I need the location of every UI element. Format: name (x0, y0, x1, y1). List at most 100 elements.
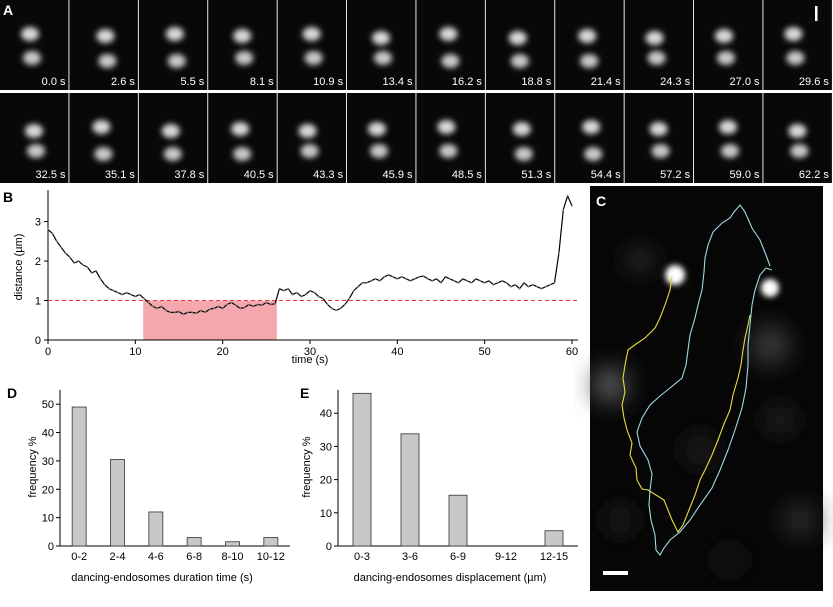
endosome-spot (514, 147, 533, 161)
x-tick-label: 60 (566, 346, 578, 358)
distance-point (405, 277, 407, 280)
bar (544, 530, 564, 547)
endosome-spot (721, 144, 739, 158)
y-tick-label: 0 (35, 335, 41, 347)
distance-point (330, 307, 333, 310)
endosome-spot (167, 54, 186, 68)
panel-e-label: E (300, 385, 309, 401)
x-tick-label: 10-12 (257, 551, 285, 563)
x-tick-label: 0 (45, 346, 51, 358)
endosome-spot (298, 124, 317, 138)
displacement-plot: 0 10 20 30 40 0-3 3-6 6-9 9-12 12-15 (320, 390, 578, 563)
distance-point (431, 279, 434, 282)
frame-tile: 10.9 s (277, 0, 347, 90)
distance-point (64, 252, 67, 255)
frame-background (277, 93, 347, 183)
x-tick-label: 20 (217, 346, 229, 358)
bar (352, 392, 372, 547)
distance-point (348, 297, 351, 300)
distance-point (252, 305, 255, 308)
endosome-spot (790, 144, 809, 158)
fluorescence-blob (761, 279, 779, 297)
frame-background (624, 93, 694, 183)
x-tick-label: 8-10 (221, 551, 243, 563)
distance-point (95, 270, 97, 272)
distance-point (422, 275, 425, 277)
distance-point (213, 307, 215, 310)
frame-time-label: 8.1 s (250, 76, 274, 88)
distance-point (361, 281, 364, 284)
distance-point (466, 279, 469, 282)
panel-a-timelapse: 0.0 s 2.6 s 5.5 s 8.1 s 10.9 s 13.4 s 16.2 s 18… (0, 0, 832, 183)
bar (448, 494, 468, 547)
distance-point (501, 279, 504, 282)
bar (400, 433, 420, 547)
distance-point (121, 293, 124, 296)
frame-tile: 5.5 s (138, 0, 208, 90)
frame-tile: 0.0 s (0, 0, 69, 90)
frame-background (694, 93, 763, 183)
distance-point (396, 277, 399, 280)
fluorescence-blob (626, 246, 654, 274)
distance-point (365, 281, 368, 284)
endosome-spot (584, 147, 603, 161)
endosome-spot (235, 51, 254, 65)
distance-point (55, 240, 58, 243)
frame-tile: 24.3 s (624, 0, 694, 90)
distance-point (509, 285, 512, 288)
fluorescence-blob (750, 325, 790, 365)
distance-point (483, 281, 486, 284)
endosome-spot (580, 54, 599, 68)
distance-point (461, 277, 464, 280)
endosome-spot (165, 27, 184, 41)
frame-time-label: 51.3 s (521, 169, 551, 181)
frames-row-2: 32.5 s 35.1 s 37.8 s 40.5 s 43.3 s 45.9 s 48.5… (0, 93, 832, 183)
fluorescence-blob (684, 434, 716, 466)
distance-point (243, 306, 246, 309)
frame-tile: 40.5 s (208, 93, 277, 183)
distance-x-axis-label: time (s) (292, 354, 329, 366)
distance-point (518, 287, 521, 290)
distance-point (304, 293, 307, 296)
distance-point (68, 256, 71, 259)
endosome-spot (98, 54, 117, 68)
endosome-spot (649, 122, 668, 136)
endosome-spot (25, 124, 43, 138)
distance-point (409, 279, 412, 282)
x-tick-label: 6-8 (186, 551, 202, 563)
distance-point (544, 285, 547, 288)
y-tick-label: 0 (326, 541, 332, 553)
frame-tile: 35.1 s (69, 93, 138, 183)
distance-point (108, 287, 111, 290)
y-tick-label: 50 (42, 399, 54, 411)
frame-tile: 62.2 s (763, 93, 832, 183)
endosome-spot (370, 144, 388, 158)
distance-point (527, 285, 530, 288)
frame-background (138, 0, 208, 90)
distance-point (531, 283, 534, 286)
panel-e-displacement-histogram: E 0 10 20 30 40 0-3 3-6 6-9 9-12 12-15 dancing-en… (300, 385, 578, 584)
distance-point (208, 308, 211, 311)
fluorescence-blob (665, 265, 685, 285)
distance-point (300, 295, 303, 298)
frame-tile: 48.5 s (416, 93, 485, 183)
track-cyan (636, 204, 773, 556)
frame-background (555, 93, 624, 183)
distance-point (571, 204, 573, 207)
endosome-spot (645, 31, 664, 45)
frame-background (763, 0, 832, 90)
frame-background (138, 93, 208, 183)
frame-background (416, 0, 485, 90)
x-tick-label: 50 (479, 346, 491, 358)
endosome-spot (439, 27, 458, 41)
bar (148, 511, 164, 547)
distance-point (553, 281, 556, 284)
frame-time-label: 45.9 s (383, 169, 413, 181)
distance-point (536, 285, 538, 288)
frame-background (416, 93, 485, 183)
distance-point (256, 303, 259, 306)
distance-point (230, 301, 233, 304)
endosome-spot (231, 122, 250, 136)
duration-y-axis-label: frequency % (27, 436, 39, 497)
